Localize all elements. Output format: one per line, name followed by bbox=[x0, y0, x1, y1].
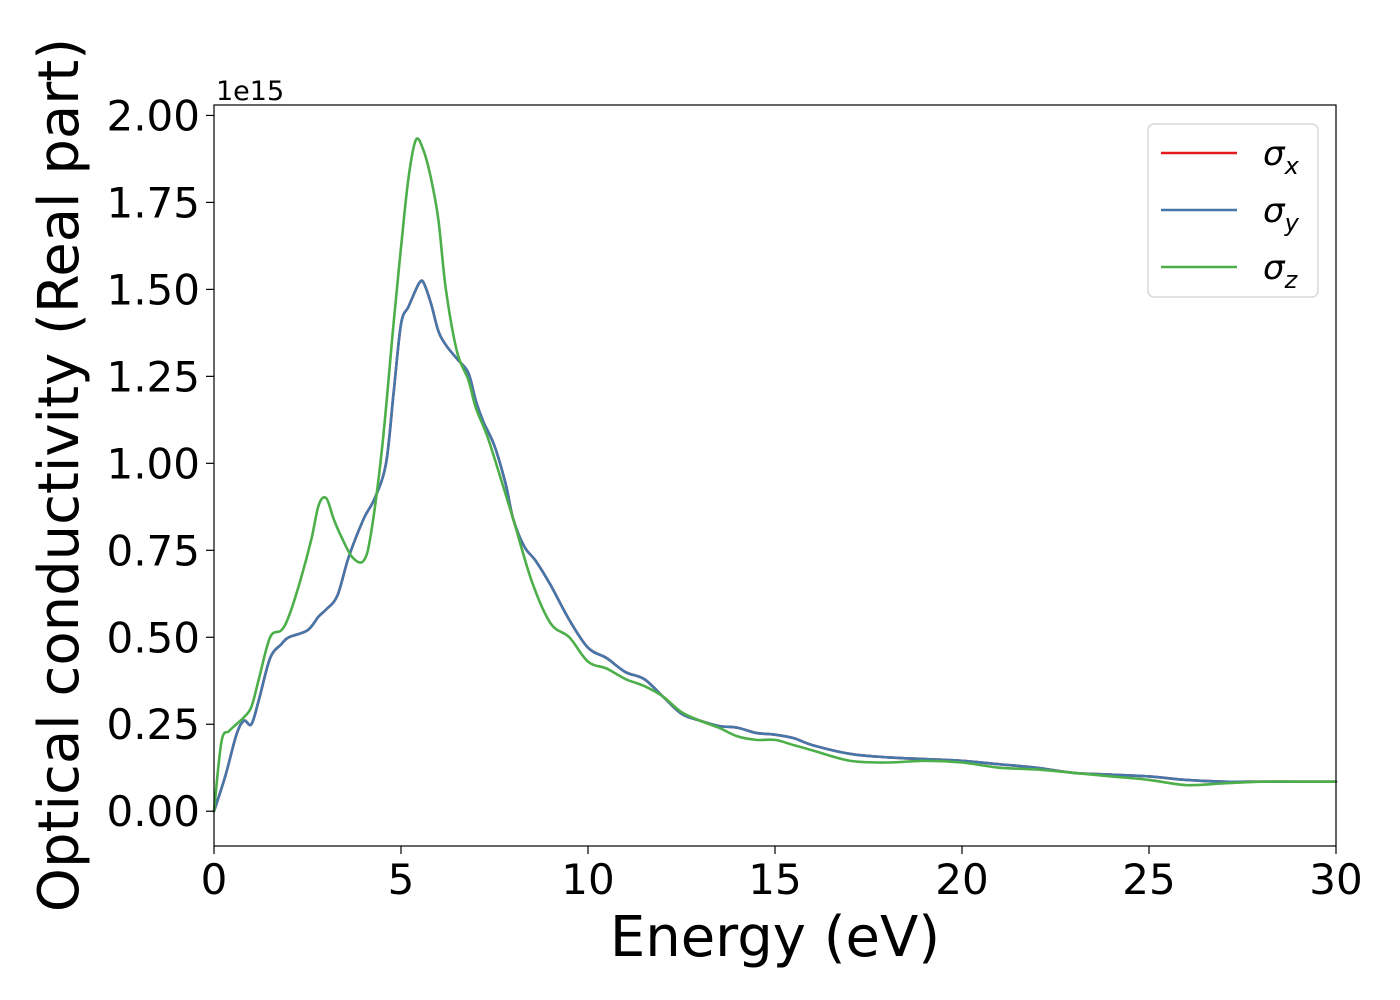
x-tick-label: 25 bbox=[1122, 855, 1175, 904]
x-tick-label: 20 bbox=[935, 855, 988, 904]
y-tick-label: 0.25 bbox=[106, 700, 200, 749]
y-offset-text: 1e15 bbox=[216, 76, 284, 107]
legend-symbol: σ bbox=[1263, 191, 1286, 231]
y-tick-label: 1.75 bbox=[106, 178, 200, 227]
y-tick-label: 0.75 bbox=[106, 526, 200, 575]
series-line-y bbox=[212, 279, 1338, 813]
y-axis: 0.00 0.25 0.50 0.75 1.00 1.25 1.50 1.75 2.00 bbox=[106, 91, 214, 836]
legend-subscript: z bbox=[1284, 266, 1299, 294]
legend-label-z: σz bbox=[1263, 248, 1299, 294]
legend-subscript: y bbox=[1284, 209, 1300, 237]
series-line-x bbox=[212, 279, 1338, 813]
x-tick-label: 5 bbox=[388, 855, 415, 904]
x-axis: 0 5 10 15 20 25 30 bbox=[201, 846, 1363, 904]
y-axis-title: Optical conductivity (Real part) bbox=[27, 38, 92, 912]
series-line-z bbox=[212, 137, 1338, 813]
y-tick-label: 0.50 bbox=[106, 613, 200, 662]
x-tick-label: 30 bbox=[1309, 855, 1362, 904]
series-layer bbox=[212, 137, 1338, 813]
y-tick-label: 2.00 bbox=[106, 91, 200, 140]
x-tick-label: 15 bbox=[748, 855, 801, 904]
legend-label-y: σy bbox=[1263, 191, 1300, 237]
legend-symbol: σ bbox=[1263, 248, 1286, 288]
x-tick-label: 10 bbox=[561, 855, 614, 904]
y-tick-label: 1.50 bbox=[106, 265, 200, 314]
legend-subscript: x bbox=[1284, 152, 1300, 180]
legend-symbol: σ bbox=[1263, 134, 1286, 174]
y-tick-label: 0.00 bbox=[106, 787, 200, 836]
x-axis-title: Energy (eV) bbox=[610, 905, 940, 970]
legend-label-x: σx bbox=[1263, 134, 1300, 180]
y-tick-label: 1.25 bbox=[106, 352, 200, 401]
y-tick-label: 1.00 bbox=[106, 439, 200, 488]
x-tick-label: 0 bbox=[201, 855, 228, 904]
